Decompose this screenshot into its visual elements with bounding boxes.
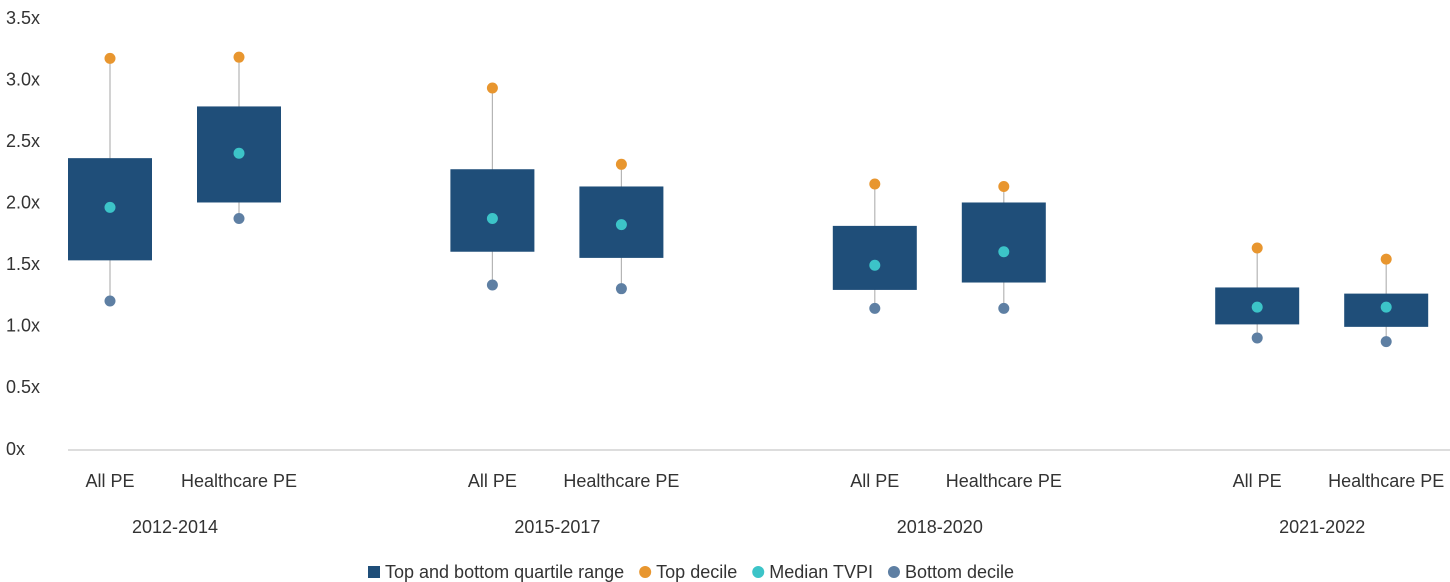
y-tick-label: 1.5x bbox=[6, 254, 40, 274]
group-label: 2018-2020 bbox=[897, 517, 983, 537]
group-label: 2021-2022 bbox=[1279, 517, 1365, 537]
legend-swatch bbox=[887, 566, 900, 578]
dot bbox=[1380, 336, 1392, 348]
x-tick-label: Healthcare PE bbox=[563, 471, 679, 491]
y-tick-label: 3.5x bbox=[6, 8, 40, 28]
legend-label: Top and bottom quartile range bbox=[385, 562, 624, 582]
dot bbox=[233, 147, 245, 159]
dot bbox=[1251, 301, 1263, 313]
dot bbox=[233, 51, 245, 63]
legend-swatch bbox=[368, 566, 380, 578]
dot bbox=[1380, 301, 1392, 313]
legend-swatch bbox=[752, 566, 765, 578]
legend-swatch bbox=[639, 566, 652, 578]
legend-label: Top decile bbox=[656, 562, 737, 582]
y-tick-label: 0.5x bbox=[6, 377, 40, 397]
dot bbox=[869, 302, 881, 314]
dot bbox=[998, 246, 1010, 258]
dot bbox=[615, 219, 627, 231]
quartile-box bbox=[450, 169, 535, 252]
group-label: 2012-2014 bbox=[132, 517, 218, 537]
x-tick-label: All PE bbox=[850, 471, 899, 491]
dot bbox=[104, 295, 116, 307]
x-tick-label: All PE bbox=[468, 471, 517, 491]
dot bbox=[869, 178, 881, 190]
dot bbox=[233, 212, 245, 224]
y-tick-label: 1.0x bbox=[6, 316, 40, 336]
dot bbox=[1380, 253, 1392, 265]
group-label: 2015-2017 bbox=[514, 517, 600, 537]
legend-label: Median TVPI bbox=[769, 562, 873, 582]
x-tick-label: Healthcare PE bbox=[181, 471, 297, 491]
y-tick-label: 3.0x bbox=[6, 69, 40, 89]
x-tick-label: Healthcare PE bbox=[946, 471, 1062, 491]
dot bbox=[998, 302, 1010, 314]
dot bbox=[486, 279, 498, 291]
x-tick-label: Healthcare PE bbox=[1328, 471, 1444, 491]
dot bbox=[486, 82, 498, 94]
dot bbox=[104, 201, 116, 213]
dot bbox=[1251, 242, 1263, 254]
x-tick-label: All PE bbox=[85, 471, 134, 491]
y-tick-label: 2.0x bbox=[6, 192, 40, 212]
y-tick-label: 0x bbox=[6, 439, 25, 459]
quartile-box bbox=[961, 202, 1046, 283]
legend-label: Bottom decile bbox=[905, 562, 1014, 582]
dot bbox=[615, 158, 627, 170]
dot bbox=[104, 52, 116, 64]
dot bbox=[615, 283, 627, 295]
x-tick-label: All PE bbox=[1233, 471, 1282, 491]
y-tick-label: 2.5x bbox=[6, 131, 40, 151]
dot bbox=[1251, 332, 1263, 344]
dot bbox=[998, 180, 1010, 192]
quartile-box bbox=[832, 225, 917, 290]
dot bbox=[869, 259, 881, 271]
dot bbox=[486, 212, 498, 224]
